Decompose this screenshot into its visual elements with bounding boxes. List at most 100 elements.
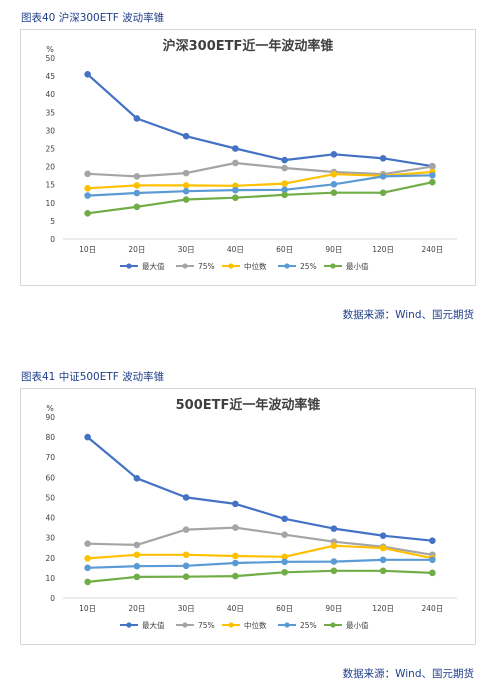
series-line-2: [87, 526, 433, 556]
series-line-4: [87, 558, 433, 569]
data-point: [379, 189, 387, 196]
data-point: [232, 572, 239, 580]
chart-title: 500ETF近一年波动率锥: [176, 397, 321, 413]
y-tick-label: 10: [45, 574, 55, 583]
data-point: [84, 192, 91, 199]
x-tick-label: 40日: [227, 604, 244, 613]
data-point: [330, 542, 338, 550]
data-point: [84, 170, 91, 178]
x-tick-label: 240日: [421, 245, 443, 254]
data-point: [133, 562, 141, 570]
x-tick-label: 20日: [128, 604, 145, 613]
data-point: [429, 537, 436, 544]
data-point: [182, 196, 190, 203]
legend-marker-2: [182, 263, 188, 269]
series-line-1: [86, 73, 433, 168]
data-point: [330, 181, 338, 188]
data-point: [182, 187, 190, 195]
data-point: [84, 70, 91, 78]
data-point: [232, 186, 239, 194]
data-point: [429, 171, 436, 179]
data-point: [330, 170, 338, 178]
y-tick-label: 90: [45, 413, 55, 422]
chart-container-hs300: 沪深300ETF近一年波动率锥% 0 5 10 15 20 25 30 35 40 45 50 10日 2…: [20, 29, 476, 286]
data-point: [232, 552, 239, 560]
x-tick-label: 10日: [79, 245, 96, 254]
x-tick-label: 90日: [325, 604, 342, 613]
data-point: [379, 567, 387, 575]
data-point: [84, 209, 91, 217]
data-point: [379, 154, 387, 162]
data-point: [281, 531, 288, 538]
zz500-volatility-cone-chart: 500ETF近一年波动率锥% 0 10 20 30 40 50 60 70 80 90 10日 20日 3…: [45, 397, 457, 630]
data-point: [330, 558, 338, 565]
x-tick-label: 90日: [325, 245, 342, 254]
figure-41-source: 数据来源：Wind、国元期货: [342, 668, 474, 680]
y-tick-label: 30: [45, 126, 55, 135]
data-point: [232, 500, 239, 508]
legend-label: 25%: [300, 621, 317, 630]
legend-label: 最大值: [142, 620, 165, 630]
data-point: [330, 189, 338, 196]
data-point: [429, 178, 436, 186]
data-point: [281, 515, 288, 523]
legend-label: 75%: [198, 621, 215, 630]
data-point: [133, 189, 141, 197]
data-point: [84, 578, 91, 586]
x-tick-label: 120日: [372, 245, 394, 254]
legend-marker-2: [182, 622, 188, 628]
y-tick-label: 35: [45, 108, 55, 117]
legend-label: 75%: [198, 262, 215, 271]
data-point: [133, 173, 141, 180]
data-point: [133, 475, 141, 482]
data-point: [232, 559, 239, 567]
data-point: [84, 185, 91, 192]
series-line-1: [86, 436, 433, 542]
data-point: [429, 163, 436, 170]
data-point: [281, 558, 288, 566]
y-tick-label: 20: [45, 554, 55, 563]
data-point: [429, 569, 436, 577]
y-tick-label: 50: [45, 54, 55, 63]
x-tick-label: 40日: [227, 245, 244, 254]
y-tick-label: 40: [45, 514, 55, 523]
legend-marker-1: [126, 622, 132, 628]
data-point: [330, 567, 338, 575]
data-point: [330, 525, 338, 532]
data-point: [330, 150, 338, 158]
series-line-3: [87, 544, 433, 560]
data-point: [182, 132, 190, 140]
data-point: [182, 494, 190, 501]
y-tick-label: 15: [45, 181, 55, 190]
data-point: [281, 568, 288, 576]
data-point: [133, 573, 141, 581]
data-point: [379, 173, 387, 180]
legend-label: 中位数: [244, 620, 267, 630]
data-point: [133, 203, 141, 211]
data-point: [232, 194, 239, 202]
chart-title: 沪深300ETF近一年波动率锥: [163, 38, 334, 54]
figure-41-label: 图表41 中证500ETF 波动率锥: [21, 371, 165, 383]
data-point: [84, 555, 91, 562]
figure-40-label: 图表40 沪深300ETF 波动率锥: [21, 12, 165, 24]
y-tick-label: 10: [45, 199, 55, 208]
data-point: [379, 556, 387, 564]
series-line-4: [87, 174, 433, 197]
x-tick-label: 60日: [276, 245, 293, 254]
data-point: [182, 551, 190, 559]
legend-label: 最小值: [346, 261, 369, 271]
y-tick-label: 50: [45, 493, 55, 502]
series-line-5: [87, 181, 433, 215]
y-tick-label: 5: [50, 217, 55, 226]
data-point: [182, 562, 190, 570]
data-point: [232, 524, 239, 531]
y-tick-label: 0: [50, 594, 55, 603]
y-tick-label: 30: [45, 534, 55, 543]
y-axis-unit-label: %: [46, 404, 54, 413]
data-point: [281, 156, 288, 164]
data-point: [281, 164, 288, 172]
data-point: [84, 433, 91, 441]
y-tick-label: 80: [45, 433, 55, 442]
x-tick-label: 30日: [178, 604, 195, 613]
y-tick-label: 20: [45, 163, 55, 172]
